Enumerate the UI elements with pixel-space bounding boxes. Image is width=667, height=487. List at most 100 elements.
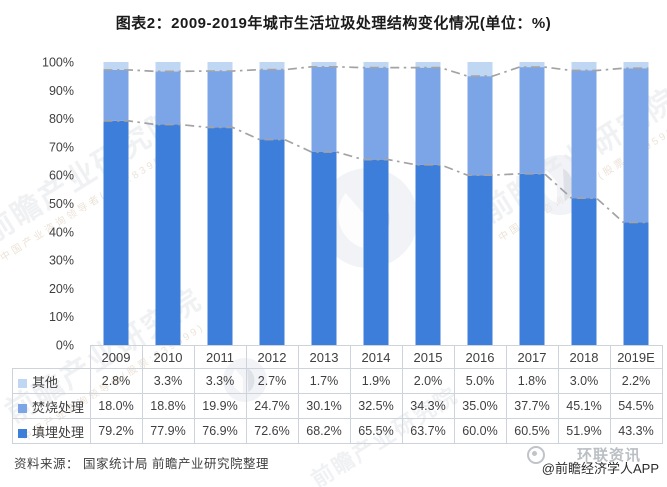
year-header-cell: 2017 — [505, 345, 559, 369]
legend-label: 填埋处理 — [32, 424, 85, 440]
value-cell: 18.0% — [89, 393, 143, 419]
value-cell: 43.3% — [609, 418, 663, 444]
bar-segment-填埋处理 — [519, 173, 545, 345]
value-cell: 79.2% — [89, 418, 143, 444]
y-axis-tick-label: 70% — [49, 140, 74, 154]
value-cell: 60.0% — [453, 418, 507, 444]
bar-segment-焚烧处理 — [519, 67, 545, 174]
value-cell: 1.9% — [349, 368, 403, 394]
value-cell: 77.9% — [141, 418, 195, 444]
value-cell: 1.7% — [297, 368, 351, 394]
bar-segment-其他 — [623, 62, 649, 69]
bar-segment-填埋处理 — [623, 222, 649, 345]
value-cell: 34.3% — [401, 393, 455, 419]
year-header-cell: 2011 — [193, 345, 247, 369]
value-cell: 54.5% — [609, 393, 663, 419]
table-row-填埋处理: 填埋处理 79.2% 77.9% 76.9% 72.6% 68.2% 65.5% 63.7% 6… — [12, 418, 663, 444]
bar-segment-焚烧处理 — [363, 67, 389, 160]
value-cell: 76.9% — [193, 418, 247, 444]
value-cell: 2.2% — [609, 368, 663, 394]
y-axis-tick-label: 30% — [49, 254, 74, 268]
value-cell: 3.3% — [141, 368, 195, 394]
year-header-cell: 2016 — [453, 345, 507, 369]
year-header-cell: 2015 — [401, 345, 455, 369]
bar-segment-其他 — [519, 62, 545, 68]
value-cell: 65.5% — [349, 418, 403, 444]
bar-segment-焚烧处理 — [207, 71, 233, 128]
bar-segment-填埋处理 — [571, 198, 597, 345]
bar-segment-焚烧处理 — [103, 69, 129, 121]
legend-label: 其他 — [32, 374, 59, 390]
overlay-watermark: 环联资讯 — [576, 447, 641, 464]
y-axis-tick-label: 60% — [49, 169, 74, 183]
y-axis-tick-label: 40% — [49, 225, 74, 239]
value-cell: 5.0% — [453, 368, 507, 394]
bar-segment-其他 — [363, 62, 389, 68]
bar-segment-其他 — [571, 62, 597, 71]
bar-segment-填埋处理 — [467, 175, 493, 345]
bar-segment-焚烧处理 — [623, 68, 649, 223]
value-cell: 1.8% — [505, 368, 559, 394]
year-header-cell: 2014 — [349, 345, 403, 369]
bar-segment-填埋处理 — [415, 164, 441, 345]
bar-segment-其他 — [259, 62, 285, 70]
y-axis-tick-label: 100% — [42, 56, 74, 70]
year-header-cell: 2018 — [557, 345, 611, 369]
table-row-其他: 其他 2.8% 3.3% 3.3% 2.7% 1.7% 1.9% 2.0% 5.0% 1.8% 3.… — [12, 368, 663, 394]
year-header-cell: 2019E — [609, 345, 663, 369]
year-header-cell: 2012 — [245, 345, 299, 369]
bar-segment-填埋处理 — [155, 124, 181, 345]
value-cell: 45.1% — [557, 393, 611, 419]
bar-segment-其他 — [207, 62, 233, 72]
bar-segment-焚烧处理 — [415, 67, 441, 165]
bar-segment-填埋处理 — [259, 139, 285, 345]
bar-segment-焚烧处理 — [311, 66, 337, 152]
series-line — [103, 65, 649, 78]
bar-segment-其他 — [467, 62, 493, 77]
bar-segment-其他 — [415, 62, 441, 68]
value-cell: 24.7% — [245, 393, 299, 419]
y-axis-tick-label: 90% — [49, 84, 74, 98]
bar-segment-焚烧处理 — [571, 70, 597, 199]
legend-key-icon — [18, 403, 27, 413]
bar-segment-焚烧处理 — [259, 69, 285, 140]
value-cell: 2.8% — [89, 368, 143, 394]
y-axis-tick-label: 10% — [49, 310, 74, 324]
page-title: 图表2：2009-2019年城市生活垃圾处理结构变化情况(单位：%) — [115, 15, 552, 32]
y-axis-tick-label: 20% — [49, 282, 74, 296]
legend-cell: 其他 — [12, 368, 91, 394]
y-axis-tick-label: 80% — [49, 112, 74, 126]
value-cell: 63.7% — [401, 418, 455, 444]
attribution: @前瞻经济学人APP — [541, 461, 659, 476]
y-axis-tick-label: 50% — [49, 197, 74, 211]
value-cell: 60.5% — [505, 418, 559, 444]
year-header-cell: 2013 — [297, 345, 351, 369]
value-cell: 19.9% — [193, 393, 247, 419]
value-cell: 2.0% — [401, 368, 455, 394]
value-cell: 18.8% — [141, 393, 195, 419]
bar-segment-焚烧处理 — [155, 71, 181, 125]
value-cell: 2.7% — [245, 368, 299, 394]
legend-cell: 填埋处理 — [12, 418, 91, 444]
bar-segment-其他 — [311, 62, 337, 67]
value-cell: 30.1% — [297, 393, 351, 419]
bar-segment-填埋处理 — [311, 151, 337, 345]
value-cell: 32.5% — [349, 393, 403, 419]
value-cell: 3.3% — [193, 368, 247, 394]
value-cell: 35.0% — [453, 393, 507, 419]
huanlian-logo-icon — [527, 446, 545, 464]
value-cell: 68.2% — [297, 418, 351, 444]
legend-label: 焚烧处理 — [32, 399, 85, 415]
table-row-years: 2009 2010 2011 2012 2013 2014 2015 2016 2017 2018… — [12, 345, 663, 369]
value-cell: 3.0% — [557, 368, 611, 394]
source-note: 资料来源： 国家统计局 前瞻产业研究院整理 — [14, 457, 269, 471]
series-line — [103, 120, 649, 224]
legend-key-icon — [18, 428, 27, 438]
bar-segment-焚烧处理 — [467, 76, 493, 176]
table-row-焚烧处理: 焚烧处理 18.0% 18.8% 19.9% 24.7% 30.1% 32.5% 34.3% 3… — [12, 393, 663, 419]
table-corner-cell — [12, 345, 91, 369]
value-cell: 51.9% — [557, 418, 611, 444]
bar-segment-填埋处理 — [207, 127, 233, 345]
